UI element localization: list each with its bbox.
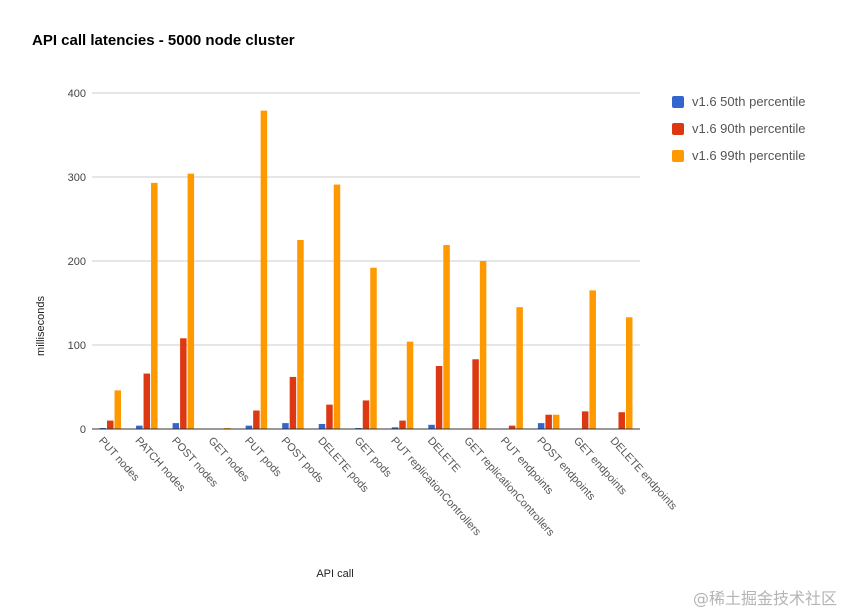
legend-label-90th: v1.6 90th percentile [692,121,806,136]
legend: v1.6 50th percentile v1.6 90th percentil… [672,88,805,169]
legend-item-50th[interactable]: v1.6 50th percentile [672,88,805,115]
bar [472,359,479,429]
bar [253,410,260,429]
legend-swatch-99th [672,149,684,162]
bar [399,420,406,429]
bar [187,173,195,429]
bar [180,338,187,429]
bar [435,366,443,429]
y-tick-label: 100 [68,340,86,352]
bar [172,423,180,429]
bar [107,420,114,429]
bar [370,267,377,429]
bar [136,425,143,429]
bar [114,390,122,429]
bar [581,411,589,429]
bar [245,425,253,429]
bar [362,400,370,429]
bar [589,290,596,429]
bar [618,412,625,429]
bar [479,261,487,429]
legend-swatch-90th [672,122,684,135]
chart-title: API call latencies - 5000 node cluster [32,32,295,49]
bar [625,317,633,429]
y-tick-label: 0 [80,424,86,436]
legend-item-90th[interactable]: v1.6 90th percentile [672,115,805,142]
legend-item-99th[interactable]: v1.6 99th percentile [672,142,805,169]
bar [326,404,333,429]
watermark: @稀土掘金技术社区 [692,589,837,608]
bar [537,423,545,429]
bar [443,245,450,429]
bar [508,425,516,429]
bar [297,240,304,429]
legend-label-99th: v1.6 99th percentile [692,148,806,163]
bar [151,182,158,429]
x-axis-label: API call [316,568,354,580]
y-tick-label: 200 [68,256,86,268]
y-tick-label: 400 [68,88,86,100]
bar [289,376,297,429]
bar [428,424,435,429]
bar [143,373,151,429]
x-tick-label: DELETE endpoints [608,435,680,513]
bar [545,414,552,429]
bar [318,423,326,429]
bar [406,341,414,429]
bar [282,423,289,429]
bar [516,307,523,429]
legend-swatch-50th [672,95,684,108]
bar [260,110,268,429]
y-tick-label: 300 [68,172,86,184]
bar [552,414,560,429]
bar [391,427,399,429]
legend-label-50th: v1.6 50th percentile [692,94,806,109]
bar [333,184,341,429]
x-tick-label: DELETE [425,435,463,475]
